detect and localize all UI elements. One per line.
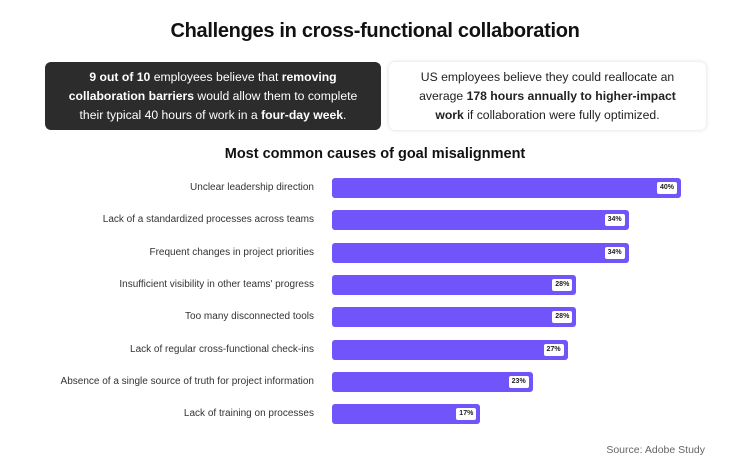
bar: 28% [332, 307, 577, 328]
stat-card-reallocate-hours: US employees believe they could realloca… [389, 62, 706, 130]
source-note: Source: Adobe Study [606, 444, 705, 456]
category-label: Unclear leadership direction [190, 182, 314, 193]
card-text-segment: if collaboration were fully optimized. [463, 107, 660, 122]
data-label: 34% [604, 246, 625, 259]
category-label: Too many disconnected tools [185, 311, 314, 323]
category-label: Absence of a single source of truth for … [60, 375, 314, 387]
card-text-segment: 9 out of 10 [89, 69, 151, 84]
category-label: Lack of regular cross-functional check-i… [130, 343, 314, 355]
card-text-segment: would allow them to complete their typic… [79, 88, 358, 122]
data-label: 28% [552, 278, 573, 291]
card-text-segment: four-day week [261, 107, 344, 122]
stat-card-four-day-week: 9 out of 10 employees believe that remov… [45, 62, 381, 130]
category-label: Insufficient visibility in other teams' … [119, 278, 314, 290]
card-text-segment: 178 hours annually to higher-impact work [435, 88, 676, 122]
card-text-segment: US employees believe they could realloca… [419, 69, 675, 103]
bar: 27% [332, 339, 568, 360]
data-label: 17% [456, 408, 477, 421]
card-text-segment: employees believe that [150, 69, 282, 84]
bar: 40% [332, 178, 681, 198]
chart-title: Most common causes of goal misalignment [224, 146, 526, 162]
data-label: 28% [552, 311, 573, 324]
card-text-segment: . [343, 107, 347, 122]
card-text-segment: removing collaboration barriers [68, 69, 337, 103]
category-label: Lack of a standardized processes across … [102, 214, 314, 226]
data-label: 27% [543, 343, 564, 356]
data-label: 23% [508, 375, 529, 388]
data-label: 40% [656, 182, 677, 194]
bar: 34% [332, 242, 629, 263]
bar: 28% [332, 274, 577, 295]
bar: 34% [332, 210, 629, 231]
bar: 23% [332, 371, 533, 392]
category-label: Lack of training on processes [183, 408, 314, 420]
bar: 17% [332, 404, 481, 425]
data-label: 34% [604, 214, 625, 227]
category-label: Frequent changes in project priorities [149, 246, 314, 258]
infographic-title: Challenges in cross-functional collabora… [170, 20, 580, 42]
